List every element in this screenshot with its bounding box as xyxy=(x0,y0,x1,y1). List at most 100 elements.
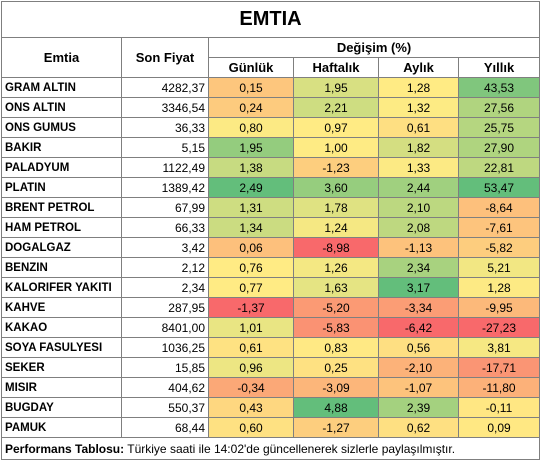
price-cell: 66,33 xyxy=(121,217,209,238)
price-cell: 1036,25 xyxy=(121,337,209,358)
table-row: BUGDAY 550,37 0,43 4,88 2,39 -0,11 xyxy=(1,397,540,418)
change-cell: 2,49 xyxy=(208,177,294,198)
commodity-name: KALORIFER YAKITI xyxy=(1,277,122,298)
change-cell: 0,09 xyxy=(457,417,540,438)
commodity-name: ONS GUMUS xyxy=(1,117,122,138)
price-cell: 67,99 xyxy=(121,197,209,218)
change-cell: 0,62 xyxy=(378,417,459,438)
commodity-name: KAKAO xyxy=(1,317,122,338)
header-group: Değişim (%) xyxy=(207,37,540,58)
header-cell: Haftalık xyxy=(293,57,379,78)
footer-text: Türkiye saati ile 14:02'de güncellenerek… xyxy=(127,441,456,456)
header-cell: Son Fiyat xyxy=(121,37,209,78)
price-cell: 8401,00 xyxy=(121,317,209,338)
change-cell: 0,60 xyxy=(208,417,294,438)
change-cell: 1,95 xyxy=(293,77,379,98)
footer-label: Performans Tablosu: xyxy=(5,441,125,456)
change-cell: 3,60 xyxy=(293,177,379,198)
change-cell: -1,37 xyxy=(208,297,294,318)
table-row: PAMUK 68,44 0,60 -1,27 0,62 0,09 xyxy=(1,417,540,438)
change-cell: 0,97 xyxy=(293,117,379,138)
commodity-name: SEKER xyxy=(1,357,122,378)
table-row: KAKAO 8401,00 1,01 -5,83 -6,42 -27,23 xyxy=(1,317,540,338)
change-cell: 1,33 xyxy=(378,157,459,178)
commodity-name: HAM PETROL xyxy=(1,217,122,238)
change-cell: 1,32 xyxy=(378,97,459,118)
table-row: BENZIN 2,12 0,76 1,26 2,34 5,21 xyxy=(1,257,540,278)
table-row: PALADYUM 1122,49 1,38 -1,23 1,33 22,81 xyxy=(1,157,540,178)
change-cell: 27,56 xyxy=(457,97,540,118)
change-cell: -8,98 xyxy=(293,237,379,258)
change-cell: 1,78 xyxy=(293,197,379,218)
change-cell: -1,27 xyxy=(293,417,379,438)
change-cell: 27,90 xyxy=(457,137,540,158)
table-row: ONS GUMUS 36,33 0,80 0,97 0,61 25,75 xyxy=(1,117,540,138)
change-cell: 2,21 xyxy=(293,97,379,118)
footer: Performans Tablosu: Türkiye saati ile 14… xyxy=(0,437,540,460)
change-cell: 1,26 xyxy=(293,257,379,278)
price-cell: 15,85 xyxy=(121,357,209,378)
change-cell: -0,11 xyxy=(457,397,540,418)
table-row: SOYA FASULYESI 1036,25 0,61 0,83 0,56 3,81 xyxy=(1,337,540,358)
change-cell: -17,71 xyxy=(457,357,540,378)
change-cell: -1,13 xyxy=(378,237,459,258)
change-cell: 1,34 xyxy=(208,217,294,238)
table-row: KAHVE 287,95 -1,37 -5,20 -3,34 -9,95 xyxy=(1,297,540,318)
price-cell: 3,42 xyxy=(121,237,209,258)
change-cell: 0,80 xyxy=(208,117,294,138)
change-cell: 2,39 xyxy=(378,397,459,418)
change-cell: -1,23 xyxy=(293,157,379,178)
change-cell: 1,00 xyxy=(293,137,379,158)
change-cell: -1,07 xyxy=(378,377,459,398)
change-cell: 2,10 xyxy=(378,197,459,218)
table-row: BAKIR 5,15 1,95 1,00 1,82 27,90 xyxy=(1,137,540,158)
commodity-name: GRAM ALTIN xyxy=(1,77,122,98)
price-cell: 1389,42 xyxy=(121,177,209,198)
change-cell: -2,10 xyxy=(378,357,459,378)
price-cell: 36,33 xyxy=(121,117,209,138)
change-cell: 0,77 xyxy=(208,277,294,298)
change-cell: 1,38 xyxy=(208,157,294,178)
change-cell: 0,83 xyxy=(293,337,379,358)
header-cell: Günlük xyxy=(208,57,294,78)
change-cell: 25,75 xyxy=(457,117,540,138)
change-cell: -11,80 xyxy=(457,377,540,398)
table-row: GRAM ALTIN 4282,37 0,15 1,95 1,28 43,53 xyxy=(1,77,540,98)
change-cell: -5,20 xyxy=(293,297,379,318)
table-title: EMTIA xyxy=(0,1,540,38)
commodity-name: BRENT PETROL xyxy=(1,197,122,218)
table-row: KALORIFER YAKITI 2,34 0,77 1,63 3,17 1,28 xyxy=(1,277,540,298)
change-cell: 2,44 xyxy=(378,177,459,198)
change-cell: 4,88 xyxy=(293,397,379,418)
change-cell: 3,81 xyxy=(457,337,540,358)
change-cell: 0,76 xyxy=(208,257,294,278)
change-cell: -3,34 xyxy=(378,297,459,318)
change-cell: 2,08 xyxy=(378,217,459,238)
change-cell: 22,81 xyxy=(457,157,540,178)
change-cell: -5,82 xyxy=(457,237,540,258)
header-cell: Aylık xyxy=(378,57,459,78)
change-cell: 0,24 xyxy=(208,97,294,118)
change-cell: 1,63 xyxy=(293,277,379,298)
commodity-name: PAMUK xyxy=(1,417,122,438)
change-cell: -7,61 xyxy=(457,217,540,238)
change-cell: 0,06 xyxy=(208,237,294,258)
change-cell: 1,82 xyxy=(378,137,459,158)
price-cell: 1122,49 xyxy=(121,157,209,178)
change-cell: -9,95 xyxy=(457,297,540,318)
table-row: BRENT PETROL 67,99 1,31 1,78 2,10 -8,64 xyxy=(1,197,540,218)
table-row: SEKER 15,85 0,96 0,25 -2,10 -17,71 xyxy=(1,357,540,378)
price-cell: 287,95 xyxy=(121,297,209,318)
commodity-name: PALADYUM xyxy=(1,157,122,178)
price-cell: 3346,54 xyxy=(121,97,209,118)
change-cell: 1,28 xyxy=(378,77,459,98)
price-cell: 2,34 xyxy=(121,277,209,298)
change-cell: 1,95 xyxy=(208,137,294,158)
change-cell: 0,61 xyxy=(208,337,294,358)
price-cell: 5,15 xyxy=(121,137,209,158)
change-cell: 53,47 xyxy=(457,177,540,198)
table-row: HAM PETROL 66,33 1,34 1,24 2,08 -7,61 xyxy=(1,217,540,238)
table-row: DOGALGAZ 3,42 0,06 -8,98 -1,13 -5,82 xyxy=(1,237,540,258)
